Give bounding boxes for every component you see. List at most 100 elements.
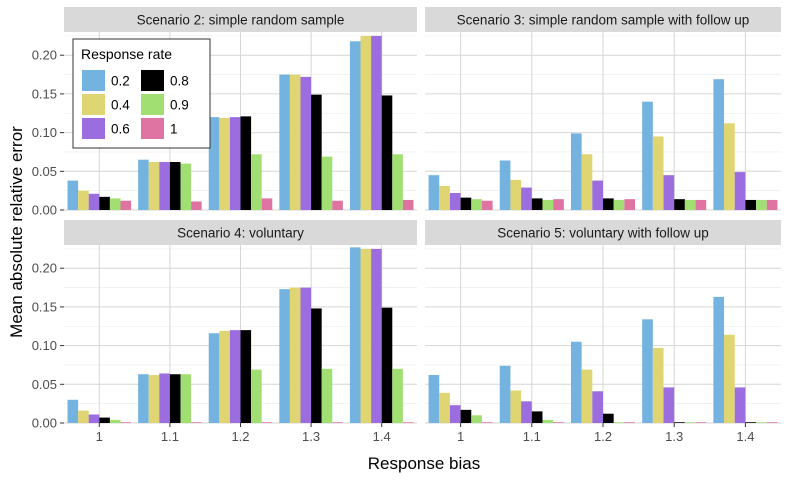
bar — [392, 368, 403, 423]
bar — [251, 369, 262, 423]
panel-4: Scenario 5: voluntary with follow up — [425, 220, 781, 424]
bar — [120, 422, 132, 423]
bar — [724, 334, 735, 423]
bar — [321, 368, 333, 423]
bar — [428, 375, 440, 423]
bar — [481, 200, 493, 210]
bar — [603, 198, 614, 210]
bar — [642, 101, 653, 210]
legend-label: 0.9 — [170, 98, 189, 113]
panel-3: Scenario 4: voluntary — [64, 220, 417, 424]
bar — [311, 94, 322, 210]
x-axis: 1 1.1 1.2 1.3 1.4 1 1.1 1.2 1.3 1.4 — [96, 423, 754, 444]
bar — [279, 74, 290, 210]
bar — [521, 187, 532, 210]
bar — [449, 192, 461, 210]
bar — [471, 415, 482, 423]
bar — [261, 198, 273, 210]
bar — [78, 190, 89, 210]
bar — [581, 369, 593, 423]
bar — [349, 247, 361, 423]
x-tick-label: 1.2 — [231, 429, 249, 444]
y-tick-label: 0.05 — [32, 377, 57, 392]
legend: Response rate 0.2 0.4 0.6 0.8 0.9 1 — [72, 38, 211, 149]
bar — [624, 199, 636, 210]
bar — [542, 419, 554, 423]
bar — [510, 179, 522, 210]
bar — [381, 95, 393, 210]
panel-title: Scenario 2: simple random sample — [137, 13, 345, 28]
bar — [159, 162, 170, 210]
bar — [766, 422, 778, 423]
legend-key — [141, 70, 164, 91]
x-tick-label: 1.1 — [523, 429, 541, 444]
y-tick-label: 0.00 — [32, 203, 57, 218]
bar — [148, 162, 160, 210]
bar — [240, 330, 252, 423]
bar — [138, 374, 149, 423]
bar — [261, 422, 273, 423]
y-tick-label: 0.00 — [32, 416, 57, 431]
panel-title: Scenario 5: voluntary with follow up — [497, 226, 709, 241]
bar — [219, 330, 230, 423]
bar — [109, 419, 121, 423]
bar — [460, 409, 472, 423]
bar — [109, 198, 121, 210]
bar — [756, 422, 767, 423]
bar — [371, 248, 382, 423]
legend-label: 0.6 — [111, 122, 130, 137]
panel-title: Scenario 4: voluntary — [177, 226, 304, 241]
bar — [713, 79, 725, 210]
bar — [449, 405, 461, 423]
y-tick-label: 0.20 — [32, 48, 57, 63]
legend-label: 0.2 — [111, 74, 130, 89]
bar — [428, 175, 440, 210]
bar — [321, 156, 333, 210]
bar — [208, 117, 220, 210]
bar — [756, 199, 767, 210]
y-tick-label: 0.10 — [32, 338, 57, 353]
bar — [570, 133, 582, 210]
x-tick-label: 1.3 — [302, 429, 320, 444]
bar — [460, 197, 472, 210]
bar — [663, 175, 675, 210]
bar — [745, 422, 757, 423]
legend-label: 0.8 — [170, 74, 189, 89]
bar — [499, 160, 511, 210]
bar — [88, 414, 100, 423]
bar — [392, 154, 403, 210]
bar — [553, 199, 564, 210]
bar — [371, 35, 382, 210]
bar — [695, 422, 707, 423]
bar — [349, 41, 361, 210]
legend-label: 0.4 — [111, 98, 130, 113]
bar — [624, 422, 636, 423]
bar — [439, 392, 450, 423]
legend-key — [82, 70, 105, 91]
bar — [613, 199, 625, 210]
x-tick-label: 1.1 — [161, 429, 179, 444]
bar — [191, 422, 202, 423]
bar — [180, 374, 192, 423]
bar — [180, 163, 192, 210]
bars — [67, 247, 414, 423]
x-tick-label: 1.3 — [665, 429, 683, 444]
bar — [402, 199, 414, 210]
legend-key — [141, 94, 164, 115]
bar — [663, 387, 675, 423]
bar — [229, 330, 241, 423]
bar — [471, 199, 482, 210]
y-tick-label: 0.20 — [32, 261, 57, 276]
bar — [499, 365, 511, 423]
bar — [684, 422, 696, 423]
bar — [311, 308, 322, 423]
bar — [219, 117, 230, 210]
bar — [99, 417, 110, 423]
bar — [67, 399, 79, 423]
bar — [439, 186, 450, 210]
bar — [381, 307, 393, 423]
bar — [169, 374, 181, 423]
panel-2: Scenario 3: simple random sample with fo… — [425, 7, 781, 211]
